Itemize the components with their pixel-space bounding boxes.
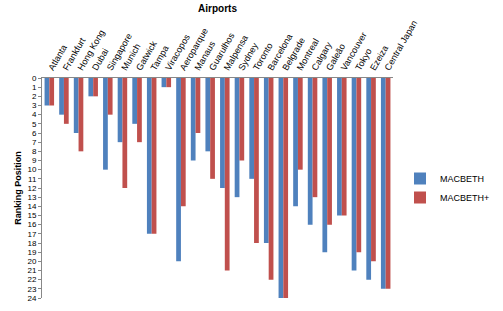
- svg-text:Manaus: Manaus: [193, 39, 218, 72]
- svg-text:0: 0: [32, 74, 37, 83]
- svg-text:22: 22: [27, 275, 36, 284]
- svg-text:Belgrade: Belgrade: [280, 36, 307, 72]
- svg-text:Ezeiza: Ezeiza: [368, 44, 390, 72]
- svg-text:Aeroparque: Aeroparque: [178, 26, 210, 72]
- svg-text:7: 7: [32, 138, 37, 147]
- svg-text:Dubai: Dubai: [90, 47, 110, 72]
- svg-text:Galeão: Galeão: [324, 42, 347, 72]
- svg-text:6: 6: [32, 129, 37, 138]
- svg-text:Calgary: Calgary: [310, 40, 334, 72]
- svg-text:Tokyo: Tokyo: [353, 47, 373, 72]
- svg-text:Sydney: Sydney: [236, 41, 260, 72]
- svg-text:Gatwick: Gatwick: [134, 39, 159, 72]
- svg-text:Tampa: Tampa: [149, 44, 171, 72]
- svg-text:Ranking Position: Ranking Position: [13, 151, 23, 225]
- svg-text:16: 16: [27, 220, 36, 229]
- svg-text:9: 9: [32, 156, 37, 165]
- svg-text:Airports: Airports: [198, 3, 237, 14]
- svg-text:12: 12: [27, 184, 36, 193]
- svg-text:17: 17: [27, 230, 36, 239]
- svg-text:Vancouver: Vancouver: [339, 30, 369, 72]
- svg-text:10: 10: [27, 165, 36, 174]
- svg-text:14: 14: [27, 202, 36, 211]
- svg-text:Toronto: Toronto: [251, 41, 275, 72]
- svg-text:Munich: Munich: [119, 42, 142, 72]
- svg-text:21: 21: [27, 266, 36, 275]
- svg-text:MACBETH+: MACBETH+: [440, 193, 489, 203]
- svg-text:13: 13: [27, 193, 36, 202]
- svg-text:Montreal: Montreal: [295, 37, 321, 72]
- svg-text:Hong Kong: Hong Kong: [76, 28, 107, 72]
- svg-text:Guarulhos: Guarulhos: [207, 31, 237, 72]
- svg-text:11: 11: [28, 175, 37, 184]
- svg-text:1: 1: [32, 83, 37, 92]
- svg-text:Malpensa: Malpensa: [222, 33, 250, 72]
- svg-text:8: 8: [32, 147, 37, 156]
- svg-text:Viracopos: Viracopos: [163, 32, 192, 72]
- svg-text:4: 4: [32, 110, 37, 119]
- svg-text:5: 5: [32, 120, 37, 129]
- svg-text:MACBETH: MACBETH: [440, 174, 484, 184]
- svg-text:23: 23: [27, 285, 36, 294]
- svg-text:19: 19: [27, 248, 36, 257]
- svg-text:Atlanta: Atlanta: [46, 43, 69, 72]
- svg-text:Singapore: Singapore: [105, 32, 134, 73]
- svg-text:Central Japan: Central Japan: [383, 19, 420, 73]
- svg-text:15: 15: [27, 211, 36, 220]
- svg-text:18: 18: [27, 239, 36, 248]
- svg-text:3: 3: [32, 101, 37, 110]
- svg-text:24: 24: [27, 294, 36, 303]
- svg-text:20: 20: [27, 257, 36, 266]
- svg-text:Barcelona: Barcelona: [266, 32, 295, 72]
- svg-text:2: 2: [32, 92, 37, 101]
- svg-text:Frankfurt: Frankfurt: [61, 36, 88, 73]
